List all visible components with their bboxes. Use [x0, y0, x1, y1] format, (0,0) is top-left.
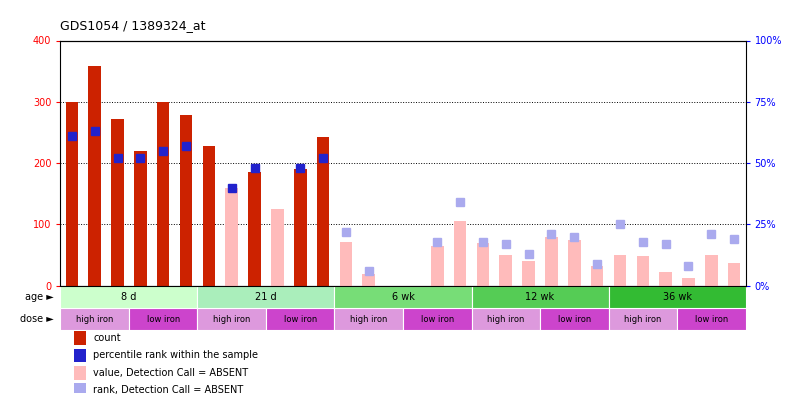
- Bar: [705, 255, 717, 286]
- Text: high iron: high iron: [350, 315, 388, 324]
- Bar: [202, 146, 215, 286]
- Bar: [129, 308, 197, 330]
- Bar: [363, 273, 375, 286]
- Bar: [157, 102, 169, 286]
- Bar: [266, 308, 334, 330]
- Bar: [60, 308, 129, 330]
- Bar: [271, 209, 284, 286]
- Bar: [728, 262, 741, 286]
- Bar: [472, 286, 609, 308]
- Bar: [472, 308, 540, 330]
- Bar: [334, 286, 472, 308]
- Bar: [545, 237, 558, 286]
- Text: low iron: low iron: [695, 315, 728, 324]
- Bar: [476, 243, 489, 286]
- Text: 36 wk: 36 wk: [663, 292, 692, 302]
- Text: 21 d: 21 d: [256, 292, 276, 302]
- Bar: [197, 308, 266, 330]
- Bar: [431, 246, 443, 286]
- Bar: [134, 151, 147, 286]
- Text: low iron: low iron: [558, 315, 591, 324]
- Text: high iron: high iron: [487, 315, 525, 324]
- Bar: [568, 240, 580, 286]
- Bar: [339, 242, 352, 286]
- Bar: [317, 137, 330, 286]
- Text: rank, Detection Call = ABSENT: rank, Detection Call = ABSENT: [93, 385, 243, 395]
- Bar: [334, 308, 403, 330]
- Bar: [403, 308, 472, 330]
- Text: low iron: low iron: [421, 315, 454, 324]
- Bar: [637, 256, 649, 286]
- Bar: [609, 286, 746, 308]
- Bar: [89, 66, 101, 286]
- Text: GDS1054 / 1389324_at: GDS1054 / 1389324_at: [60, 19, 206, 32]
- Bar: [682, 279, 695, 286]
- Text: high iron: high iron: [76, 315, 114, 324]
- Bar: [591, 266, 604, 286]
- Bar: [60, 286, 197, 308]
- Bar: [74, 349, 86, 362]
- Text: dose ►: dose ►: [20, 314, 53, 324]
- Text: high iron: high iron: [624, 315, 662, 324]
- Bar: [522, 261, 535, 286]
- Bar: [500, 255, 512, 286]
- Bar: [74, 366, 86, 380]
- Bar: [540, 308, 609, 330]
- Bar: [613, 255, 626, 286]
- Text: low iron: low iron: [284, 315, 317, 324]
- Bar: [74, 384, 86, 397]
- Text: 12 wk: 12 wk: [526, 292, 555, 302]
- Bar: [226, 188, 238, 286]
- Bar: [677, 308, 746, 330]
- Text: age ►: age ►: [25, 292, 53, 302]
- Bar: [65, 102, 78, 286]
- Bar: [609, 308, 677, 330]
- Bar: [180, 115, 193, 286]
- Text: value, Detection Call = ABSENT: value, Detection Call = ABSENT: [93, 368, 248, 378]
- Bar: [294, 169, 306, 286]
- Bar: [111, 119, 124, 286]
- Bar: [248, 173, 261, 286]
- Text: count: count: [93, 333, 121, 343]
- Bar: [74, 331, 86, 345]
- Text: low iron: low iron: [147, 315, 180, 324]
- Text: high iron: high iron: [213, 315, 251, 324]
- Bar: [454, 222, 467, 286]
- Text: 8 d: 8 d: [121, 292, 137, 302]
- Bar: [659, 272, 672, 286]
- Bar: [197, 286, 334, 308]
- Text: percentile rank within the sample: percentile rank within the sample: [93, 350, 259, 360]
- Text: 6 wk: 6 wk: [392, 292, 414, 302]
